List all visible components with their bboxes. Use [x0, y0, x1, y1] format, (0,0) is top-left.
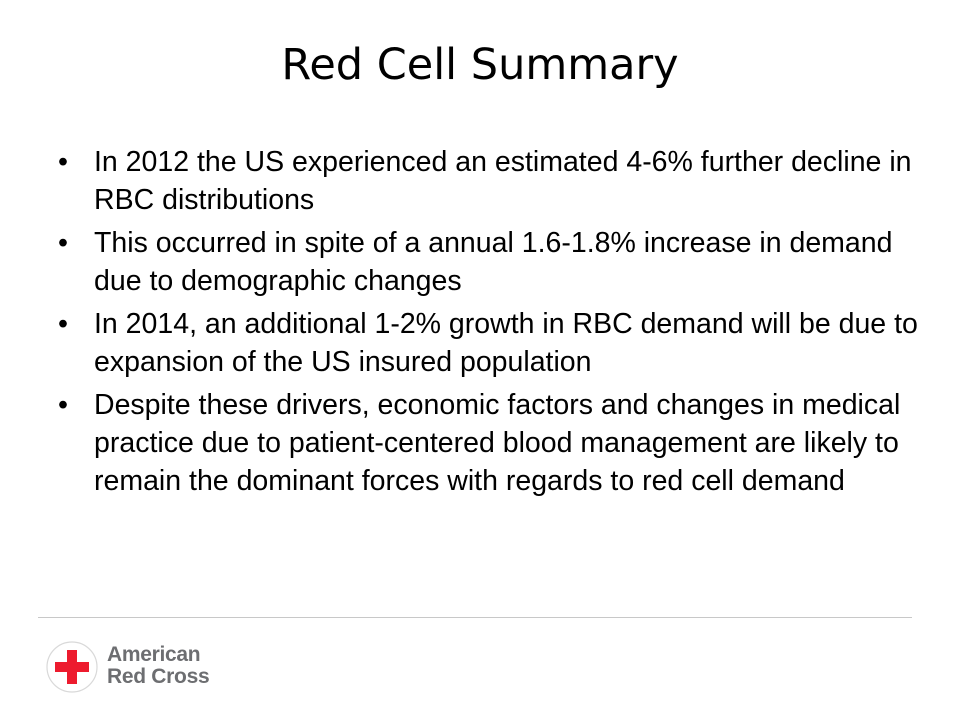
bullet-marker: • [58, 227, 68, 259]
bullet-item: • This occurred in spite of a annual 1.6… [58, 224, 928, 300]
bullet-text: Despite these drivers, economic factors … [94, 389, 901, 497]
bullet-marker: • [58, 308, 68, 340]
bullet-text: In 2014, an additional 1-2% growth in RB… [94, 308, 918, 378]
bullet-item: • Despite these drivers, economic factor… [58, 386, 928, 500]
bullet-list: • In 2012 the US experienced an estimate… [58, 143, 928, 505]
bullet-item: • In 2014, an additional 1-2% growth in … [58, 305, 928, 381]
slide-title: Red Cell Summary [281, 40, 679, 90]
bullet-item: • In 2012 the US experienced an estimate… [58, 143, 928, 219]
bullet-marker: • [58, 146, 68, 178]
bullet-text: This occurred in spite of a annual 1.6-1… [94, 227, 893, 297]
bullet-marker: • [58, 389, 68, 421]
footer-divider [38, 617, 912, 618]
red-cross-icon [46, 641, 98, 693]
logo-wordmark: American Red Cross [107, 643, 210, 688]
logo-line-red-cross: Red Cross [107, 665, 210, 688]
american-red-cross-logo: American Red Cross [45, 640, 225, 696]
bullet-text: In 2012 the US experienced an estimated … [94, 146, 912, 216]
logo-line-american: American [107, 643, 201, 666]
